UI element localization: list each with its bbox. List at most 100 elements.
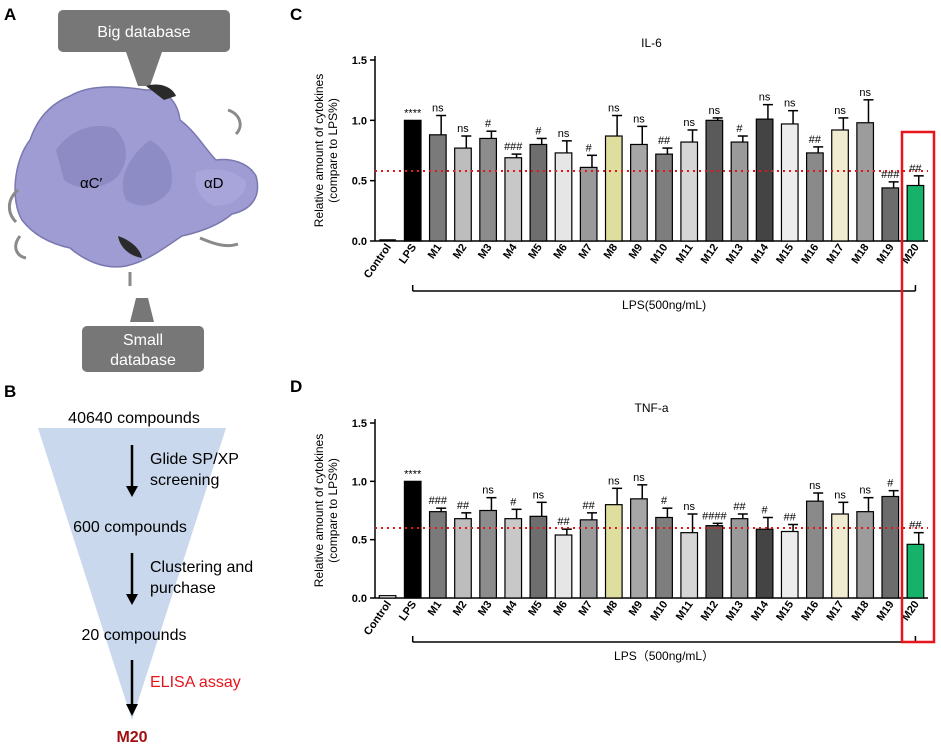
chart1-bar-M2 (454, 518, 472, 599)
chart0-bar-M16 (805, 152, 824, 242)
chart1-bar-M16 (805, 500, 824, 599)
chart0-bar-M2 (454, 147, 472, 242)
chart1-annotation-M7: ## (583, 500, 596, 512)
chart1-bar-M9 (630, 498, 648, 599)
chart0-bar-LPS (403, 119, 422, 242)
chart0-annotation-M6: ns (558, 128, 570, 140)
chart0-xtick-label-M2: M2 (451, 242, 470, 261)
chart0-bar-M6 (554, 152, 573, 242)
flow-mid1: 600 compounds (73, 519, 187, 536)
chart0-xtick-label-M10: M10 (648, 242, 670, 266)
chart0-xtick-label-M17: M17 (824, 242, 846, 266)
chart1-annotation-M20: ## (909, 520, 922, 532)
chart0-bar-M14 (755, 118, 774, 242)
chart0-ylabel-line2: (compare to LPS%) (326, 98, 340, 203)
m20-highlight-box (900, 130, 936, 644)
chart1-xtick-label-M1: M1 (426, 599, 445, 618)
chart1-annotation-M19: # (887, 478, 894, 490)
panel-letter-b: B (4, 382, 16, 401)
chart0-annotation-M10: ## (658, 135, 671, 147)
chart1-annotation-M14: # (762, 505, 769, 517)
small-database-label-2: database (110, 352, 176, 369)
chart1-xtick-label-M15: M15 (774, 599, 796, 623)
chart1-annotation-M13: ## (733, 501, 746, 513)
chart1-xtick-label-M12: M12 (699, 599, 721, 623)
chart0-xtick-label-M19: M19 (875, 242, 897, 266)
chart0-xtick-label-M13: M13 (724, 242, 746, 266)
chart1-xtick-label-M4: M4 (501, 598, 520, 618)
flow-step1-line2: screening (150, 472, 219, 489)
chart1-xtick-label-M3: M3 (476, 599, 495, 618)
chart0-bar-M20 (906, 184, 925, 242)
chart1-annotation-M6: ## (557, 516, 570, 528)
chart0-xtick-label-M15: M15 (774, 242, 796, 266)
chart1-annotation-M10: # (661, 495, 668, 507)
chart0-annotation-M15: ns (784, 98, 796, 110)
small-database-label-1: Small (123, 332, 163, 349)
chart1-bar-M20 (906, 543, 925, 599)
chart0-ytick-label-1: 0.5 (352, 176, 367, 188)
chart1-bar-M14 (755, 528, 774, 599)
chart1-xtick-label-M18: M18 (850, 599, 872, 623)
chart0-title: IL-6 (641, 36, 662, 50)
chart0-annotation-M11: ns (683, 117, 695, 129)
flow-arrow-2-icon (126, 553, 138, 605)
chart0-annotation-M7: # (586, 142, 593, 154)
chart1-ylabel-line1: Relative amount of cytokines (312, 434, 326, 587)
flow-step2-line2: purchase (150, 580, 216, 597)
panel-letter-c: C (290, 5, 302, 24)
chart1-bar-M6 (554, 534, 573, 599)
flow-mid2: 20 compounds (82, 627, 187, 644)
chart1-title: TNF-a (635, 401, 669, 415)
flow-step3: ELISA assay (150, 674, 241, 691)
flow-arrow-3-icon (126, 660, 138, 716)
chart0-xtick-label-M14: M14 (749, 241, 772, 266)
chart0-xtick-label-M1: M1 (426, 242, 445, 261)
chart1-annotation-M2: ## (457, 500, 470, 512)
chart1-annotation-M15: ## (784, 512, 797, 524)
chart0-xtick-label-M6: M6 (551, 242, 570, 261)
chart0-xtick-label-M8: M8 (602, 242, 621, 261)
chart0-annotation-M2: ns (457, 123, 469, 135)
chart0-bar-M15 (780, 123, 799, 242)
chart1-ytick-label-3: 1.5 (352, 418, 367, 430)
flow-step1-line1: Glide SP/XP (150, 451, 239, 468)
chart1-group-label: LPS（500ng/mL） (614, 649, 714, 663)
chart1-bar-M8 (604, 504, 623, 599)
chart0-xtick-label-M9: M9 (627, 242, 646, 261)
chart0-bar-M7 (579, 166, 598, 242)
chart0-annotation-M12: ns (709, 105, 721, 117)
chart1-xtick-label-M10: M10 (648, 599, 670, 623)
chart1-bar-M18 (856, 511, 875, 599)
big-database-label: Big database (97, 24, 191, 41)
chart0-xtick-label-M18: M18 (850, 242, 872, 266)
chart1-annotation-M1: ### (429, 495, 448, 507)
big-database-box (58, 10, 230, 52)
helix-c-label: αC′ (80, 175, 103, 192)
chart0-bar-M18 (856, 122, 875, 242)
chart0-bar-M5 (529, 143, 548, 242)
chart0-bar-M1 (428, 134, 447, 242)
flow-arrow-1-icon (126, 445, 138, 497)
helix-d-label: αD (204, 175, 224, 192)
chart1-bar-M19 (881, 495, 900, 599)
chart0-annotation-M4: ### (504, 141, 523, 153)
chart0-xtick-label-M5: M5 (526, 242, 545, 261)
chart0-bar-M3 (479, 137, 498, 242)
chart1-annotation-M17: ns (834, 489, 846, 501)
chart-tnfa: TNF-a Relative amount of cytokines (compar… (312, 401, 928, 663)
chart0-annotation-M8: ns (608, 103, 620, 115)
chart0-annotation-M16: ## (809, 134, 822, 146)
chart1-annotation-M3: ns (482, 485, 494, 497)
chart1-bar-LPS (403, 480, 422, 599)
chart0-bar-M13 (730, 141, 749, 242)
chart-il6: IL-6 Relative amount of cytokines (compare… (312, 36, 928, 312)
chart1-bar-M17 (831, 513, 849, 599)
chart1-annotation-M16: ns (809, 480, 821, 492)
flow-result: M20 (116, 729, 147, 746)
chart0-bar-M9 (630, 143, 648, 242)
chart0-bar-M12 (705, 119, 724, 242)
chart0-annotation-M14: ns (759, 92, 771, 104)
protein-surface-icon (8, 84, 259, 286)
